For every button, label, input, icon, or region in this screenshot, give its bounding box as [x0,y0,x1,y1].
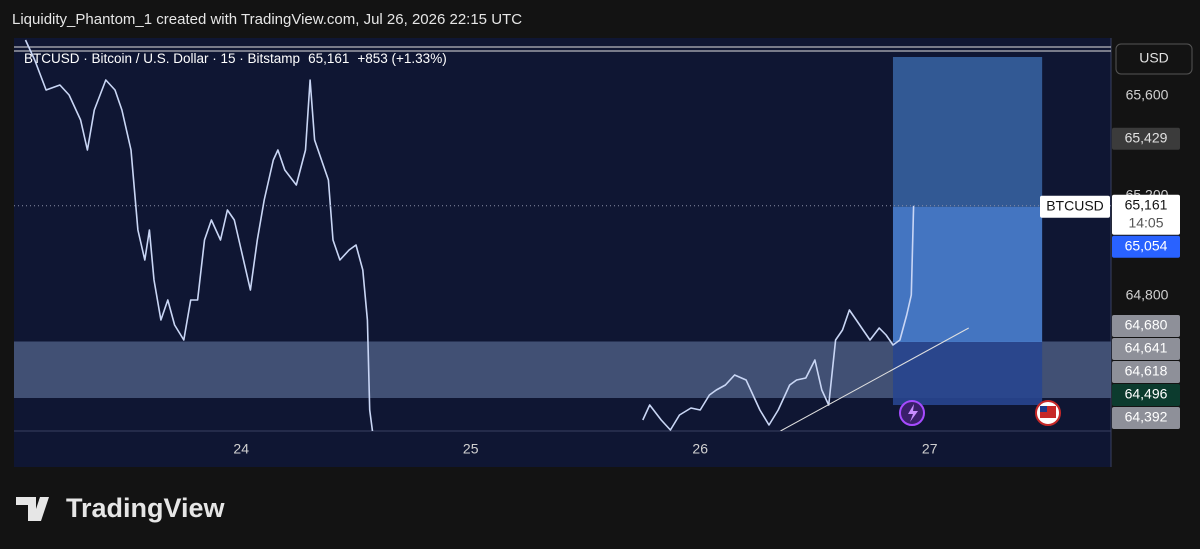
price-label-box [1112,384,1180,406]
series-name-box [1040,195,1110,218]
x-tick-label: 24 [233,441,249,457]
brand-name: TradingView [66,493,226,523]
price-label: 64,641 [1125,340,1168,356]
zone [892,342,1043,405]
symbol-title: BTCUSD · Bitcoin / U.S. Dollar · 15 · Bi… [24,51,300,66]
currency-button[interactable] [1115,43,1193,75]
price-label: 65,429 [1125,129,1168,145]
price-label: 64,618 [1125,363,1168,379]
price-label: 64,496 [1125,386,1168,402]
zones [14,57,1111,405]
price-label-box [1112,361,1180,383]
y-tick-label: 64,800 [1126,287,1169,303]
header-title: Liquidity_Phantom_1 created with Trading… [12,11,522,28]
price-label-box [1112,194,1180,235]
price-label: 65,161 [1125,196,1168,212]
price-change: +853 (+1.33%) [357,51,446,66]
lightning-icon [908,404,918,422]
symbol-info: BTCUSD · Bitcoin / U.S. Dollar · 15 · Bi… [24,51,447,66]
x-tick-label: 25 [463,441,479,457]
price-label-box [1112,338,1180,360]
price-line [24,39,915,431]
zone [892,57,1043,207]
price-label-box [1112,235,1180,258]
price-label: 64,680 [1125,317,1168,333]
brand-logo-dot [39,497,47,505]
price-label-box [1112,127,1180,150]
x-tick-label: 27 [922,441,938,457]
price-label: 64,392 [1125,409,1168,425]
zone [892,207,1043,342]
last-price: 65,161 [308,51,349,66]
series-layer [14,39,1111,431]
x-tick-label: 26 [692,441,708,457]
countdown: 14:05 [1128,214,1163,230]
price-label-box [1112,407,1180,429]
flag-canton [1040,406,1047,412]
series-name: BTCUSD [1046,197,1104,213]
trend-line [780,327,969,431]
price-label: 65,054 [1125,237,1168,253]
price-label-box [1112,315,1180,337]
currency-label: USD [1139,50,1169,66]
y-tick-label: 65,600 [1126,87,1169,103]
